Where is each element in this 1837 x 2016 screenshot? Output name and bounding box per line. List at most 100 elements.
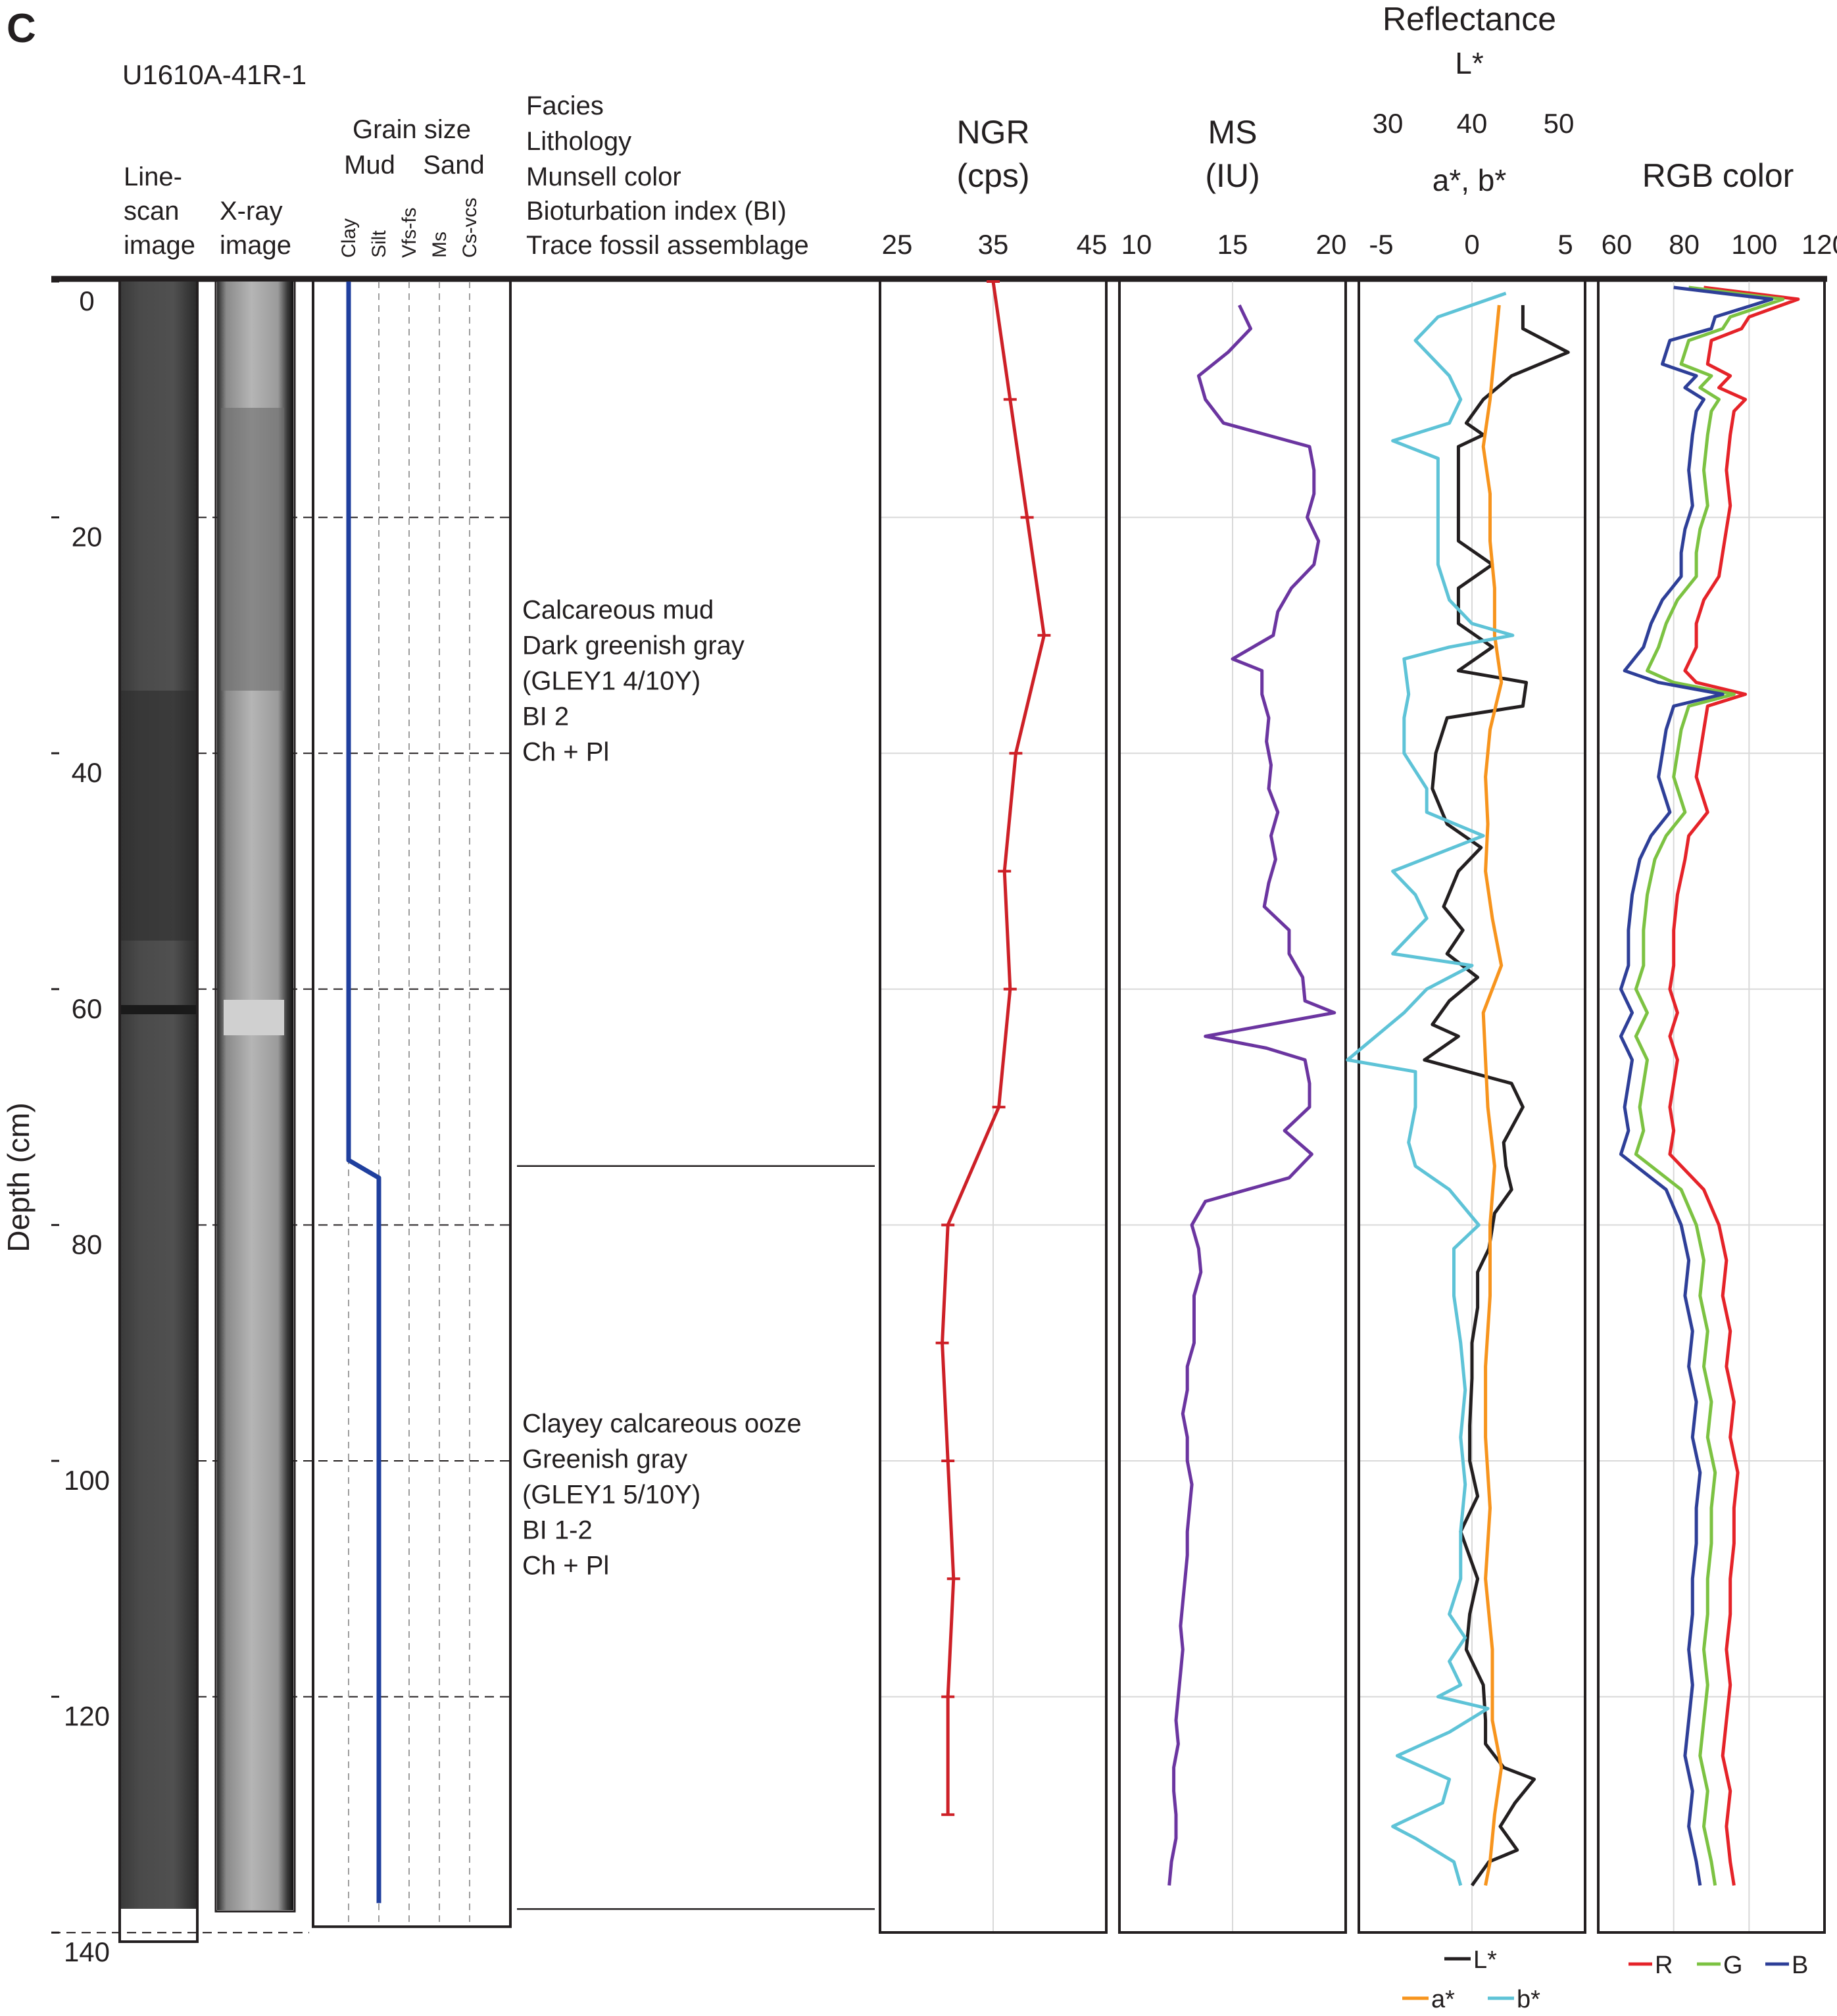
grain-size-header: Grain size Mud Sand Clay Silt Vfs-fs Ms Cs-v… (338, 115, 485, 258)
reflectance-line-bstar (1346, 291, 1515, 1886)
unit-1-text: (GLEY1 4/10Y) (522, 666, 700, 695)
grain-class-label: Ms (429, 232, 451, 258)
grain-size-profile (346, 282, 381, 1904)
legend-label-b: B (1792, 1952, 1808, 1979)
unit-1-text: BI 2 (522, 702, 569, 731)
linescan-image-crack (121, 1005, 196, 1014)
description-header-lithology: Lithology (526, 127, 631, 156)
depth-tick-label: 100 (64, 1465, 110, 1496)
axis-tick-label: 35 (978, 229, 1009, 260)
rgb-line-r (1668, 285, 1800, 1886)
rgb-panel: RGB color 60 80 100 120 R G B (1597, 157, 1837, 1979)
grain-group-mud: Mud (344, 151, 395, 180)
grain-size-column (312, 279, 512, 1929)
xray-label-line2: image (220, 231, 291, 260)
depth-tick-label: 0 (79, 285, 94, 316)
rgb-title: RGB color (1642, 157, 1794, 194)
reflectance-panel: Reflectance L* 30 40 50 a*, b* -5 0 5 L* a* b* (1346, 1, 1586, 2013)
linescan-label-line3: image (124, 231, 195, 260)
ms-title: MS (1208, 114, 1258, 151)
axis-tick-label: 50 (1544, 108, 1575, 139)
grain-class-label: Silt (368, 230, 390, 258)
unit-2-text: BI 1-2 (522, 1516, 593, 1545)
axis-tick-label: -5 (1369, 229, 1393, 260)
unit-1-text: Ch + Pl (522, 737, 609, 766)
linescan-image-frame (118, 279, 199, 1943)
grain-group-sand: Sand (423, 151, 484, 180)
linescan-image-core (121, 282, 196, 1909)
axis-tick-label: 45 (1077, 229, 1108, 260)
depth-tick-label: 20 (72, 522, 103, 553)
ngr-unit: (cps) (956, 157, 1029, 194)
axis-tick-label: 10 (1121, 229, 1152, 260)
legend-label-astar: a* (1431, 1986, 1455, 2013)
axis-tick-label: 15 (1217, 229, 1248, 260)
linescan-label-line1: Line- (124, 162, 182, 191)
unit-2-text: Ch + Pl (522, 1552, 609, 1581)
axis-tick-label: 60 (1602, 229, 1632, 260)
rgb-line-b (1619, 285, 1774, 1886)
depth-tick-label: 120 (64, 1701, 110, 1732)
ngr-panel: NGR (cps) 25 35 45 (879, 114, 1108, 1934)
panel-frame (1358, 279, 1586, 1934)
reflectance-line-lstar (1423, 305, 1570, 1886)
description-header-trace: Trace fossil assemblage (526, 231, 809, 260)
xray-image-gap (224, 1000, 284, 1035)
unit-1-text: Dark greenish gray (522, 631, 745, 660)
grain-size-frame (312, 279, 512, 1929)
linescan-header: Line- scan image (124, 162, 195, 260)
axis-tick-label: 40 (1457, 108, 1488, 139)
reflectance-line-astar (1481, 305, 1504, 1886)
description-header-munsell: Munsell color (526, 162, 681, 191)
reflectance-ab-label: a*, b* (1433, 163, 1507, 197)
grain-class-label: Cs-vcs (459, 197, 481, 258)
grain-class-label: Clay (338, 218, 360, 258)
legend-label-g: G (1723, 1952, 1743, 1979)
reflectance-title: Reflectance (1383, 1, 1556, 37)
grain-size-title: Grain size (353, 115, 471, 144)
linescan-label-line2: scan (124, 197, 180, 226)
depth-tick-label: 40 (72, 757, 103, 788)
linescan-image (118, 279, 199, 1943)
ngr-line (941, 281, 1046, 1815)
unit-2-text: (GLEY1 5/10Y) (522, 1481, 700, 1510)
unit-2-text: Clayey calcareous ooze (522, 1410, 802, 1438)
ms-panel: MS (IU) 10 15 20 (1118, 114, 1347, 1934)
legend-label-r: R (1655, 1952, 1673, 1979)
panel-frame (1597, 279, 1826, 1934)
ms-unit: (IU) (1205, 157, 1260, 194)
unit-1-text: Calcareous mud (522, 595, 714, 624)
reflectance-lstar-label: L* (1455, 46, 1484, 80)
axis-tick-label: 25 (882, 229, 913, 260)
axis-tick-label: 30 (1373, 108, 1404, 139)
xray-label-line1: X-ray (220, 197, 283, 226)
axis-tick-label: 120 (1801, 229, 1837, 260)
description-header-bi: Bioturbation index (BI) (526, 197, 787, 226)
legend-label-lstar: L* (1473, 1946, 1497, 1974)
depth-tick-label: 140 (64, 1936, 110, 1967)
axis-tick-label: 0 (1464, 229, 1479, 260)
unit-2-text: Greenish gray (522, 1445, 687, 1474)
panel-label: C (7, 6, 36, 51)
depth-axis: 0 20 40 60 80 100 120 140 (51, 280, 110, 1967)
depth-axis-label: Depth (cm) (1, 1102, 36, 1252)
depth-tick-label: 80 (72, 1229, 103, 1260)
panel-frame (1118, 279, 1347, 1934)
grain-class-labels: Clay Silt Vfs-fs Ms Cs-vcs (338, 197, 481, 258)
description-header-facies: Facies (526, 91, 604, 120)
chart-panels: NGR (cps) 25 35 45 MS (IU) 10 15 20 Reflectance L* 3… (879, 1, 1837, 2013)
rgb-line-g (1634, 285, 1785, 1886)
depth-tick-label: 60 (72, 993, 103, 1024)
grain-class-label: Vfs-fs (399, 207, 420, 258)
core-id: U1610A-41R-1 (122, 59, 306, 90)
xray-image (214, 279, 296, 1913)
xray-image-upper-fracture (221, 408, 284, 691)
legend-label-bstar: b* (1517, 1986, 1540, 2013)
xray-header: X-ray image (220, 197, 291, 260)
description-header: Facies Lithology Munsell color Bioturbat… (526, 91, 809, 260)
ms-line (1167, 304, 1336, 1886)
ngr-title: NGR (956, 114, 1029, 151)
xray-image-frame (214, 279, 296, 1913)
axis-tick-label: 20 (1316, 229, 1347, 260)
